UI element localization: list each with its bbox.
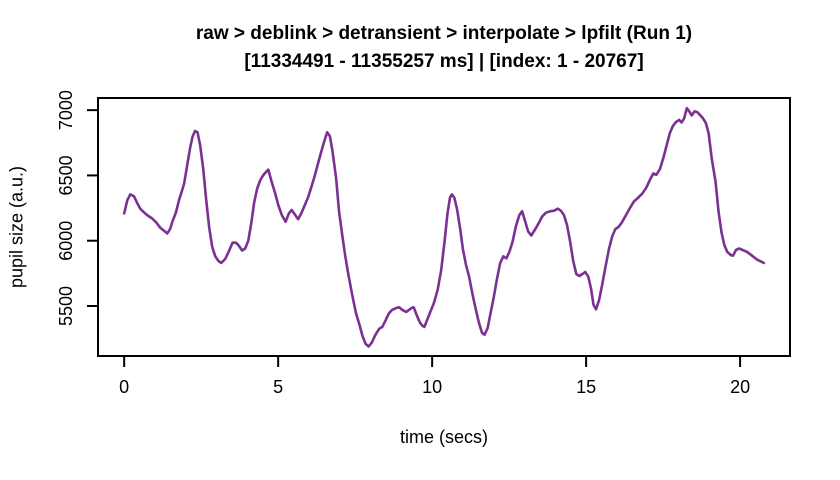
x-tick-label: 10 (422, 377, 442, 397)
y-tick-label: 6000 (56, 221, 76, 261)
x-axis-label: time (secs) (399, 427, 488, 447)
x-tick-label: 20 (730, 377, 750, 397)
y-tick-label: 7000 (56, 90, 76, 130)
data-line (122, 106, 766, 348)
plot-box (97, 97, 791, 357)
y-tick-label: 5500 (56, 286, 76, 326)
x-tick-label: 0 (119, 377, 129, 397)
x-tick-label: 15 (576, 377, 596, 397)
plot-title: raw > deblink > detransient > interpolat… (195, 23, 693, 44)
y-tick-label: 6500 (56, 155, 76, 195)
plot-subtitle: [11334491 - 11355257 ms] | [index: 1 - 2… (244, 51, 644, 72)
x-tick-label: 5 (273, 377, 283, 397)
